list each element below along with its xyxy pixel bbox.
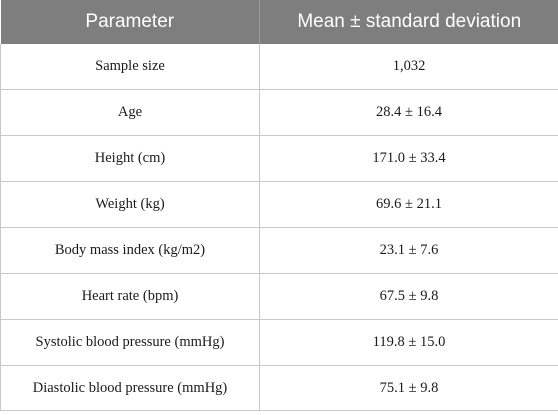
- value-cell: 119.8 ± 15.0: [259, 319, 558, 366]
- table-body: Sample size 1,032 Age 28.4 ± 16.4 Height…: [0, 44, 558, 411]
- table-row: Height (cm) 171.0 ± 33.4: [0, 135, 558, 182]
- value-cell: 23.1 ± 7.6: [259, 227, 558, 274]
- table-row: Weight (kg) 69.6 ± 21.1: [0, 181, 558, 228]
- parameter-cell: Diastolic blood pressure (mmHg): [0, 365, 260, 411]
- value-cell: 171.0 ± 33.4: [259, 135, 558, 182]
- table-header: Parameter Mean ± standard deviation: [0, 0, 558, 44]
- parameter-cell: Systolic blood pressure (mmHg): [0, 319, 260, 366]
- table-row: Systolic blood pressure (mmHg) 119.8 ± 1…: [0, 319, 558, 366]
- value-cell: 1,032: [259, 44, 558, 90]
- table-row: Body mass index (kg/m2) 23.1 ± 7.6: [0, 227, 558, 274]
- parameter-cell: Height (cm): [0, 135, 260, 182]
- value-cell: 28.4 ± 16.4: [259, 89, 558, 136]
- header-row: Parameter Mean ± standard deviation: [0, 0, 558, 44]
- parameter-cell: Body mass index (kg/m2): [0, 227, 260, 274]
- header-mean-sd: Mean ± standard deviation: [259, 0, 558, 44]
- table-row: Diastolic blood pressure (mmHg) 75.1 ± 9…: [0, 365, 558, 411]
- table-row: Age 28.4 ± 16.4: [0, 89, 558, 136]
- parameter-cell: Heart rate (bpm): [0, 273, 260, 320]
- parameter-cell: Weight (kg): [0, 181, 260, 228]
- value-cell: 75.1 ± 9.8: [259, 365, 558, 411]
- parameter-cell: Sample size: [0, 44, 260, 90]
- value-cell: 69.6 ± 21.1: [259, 181, 558, 228]
- header-parameter: Parameter: [0, 0, 260, 44]
- table-row: Heart rate (bpm) 67.5 ± 9.8: [0, 273, 558, 320]
- value-cell: 67.5 ± 9.8: [259, 273, 558, 320]
- parameter-cell: Age: [0, 89, 260, 136]
- table-row: Sample size 1,032: [0, 44, 558, 90]
